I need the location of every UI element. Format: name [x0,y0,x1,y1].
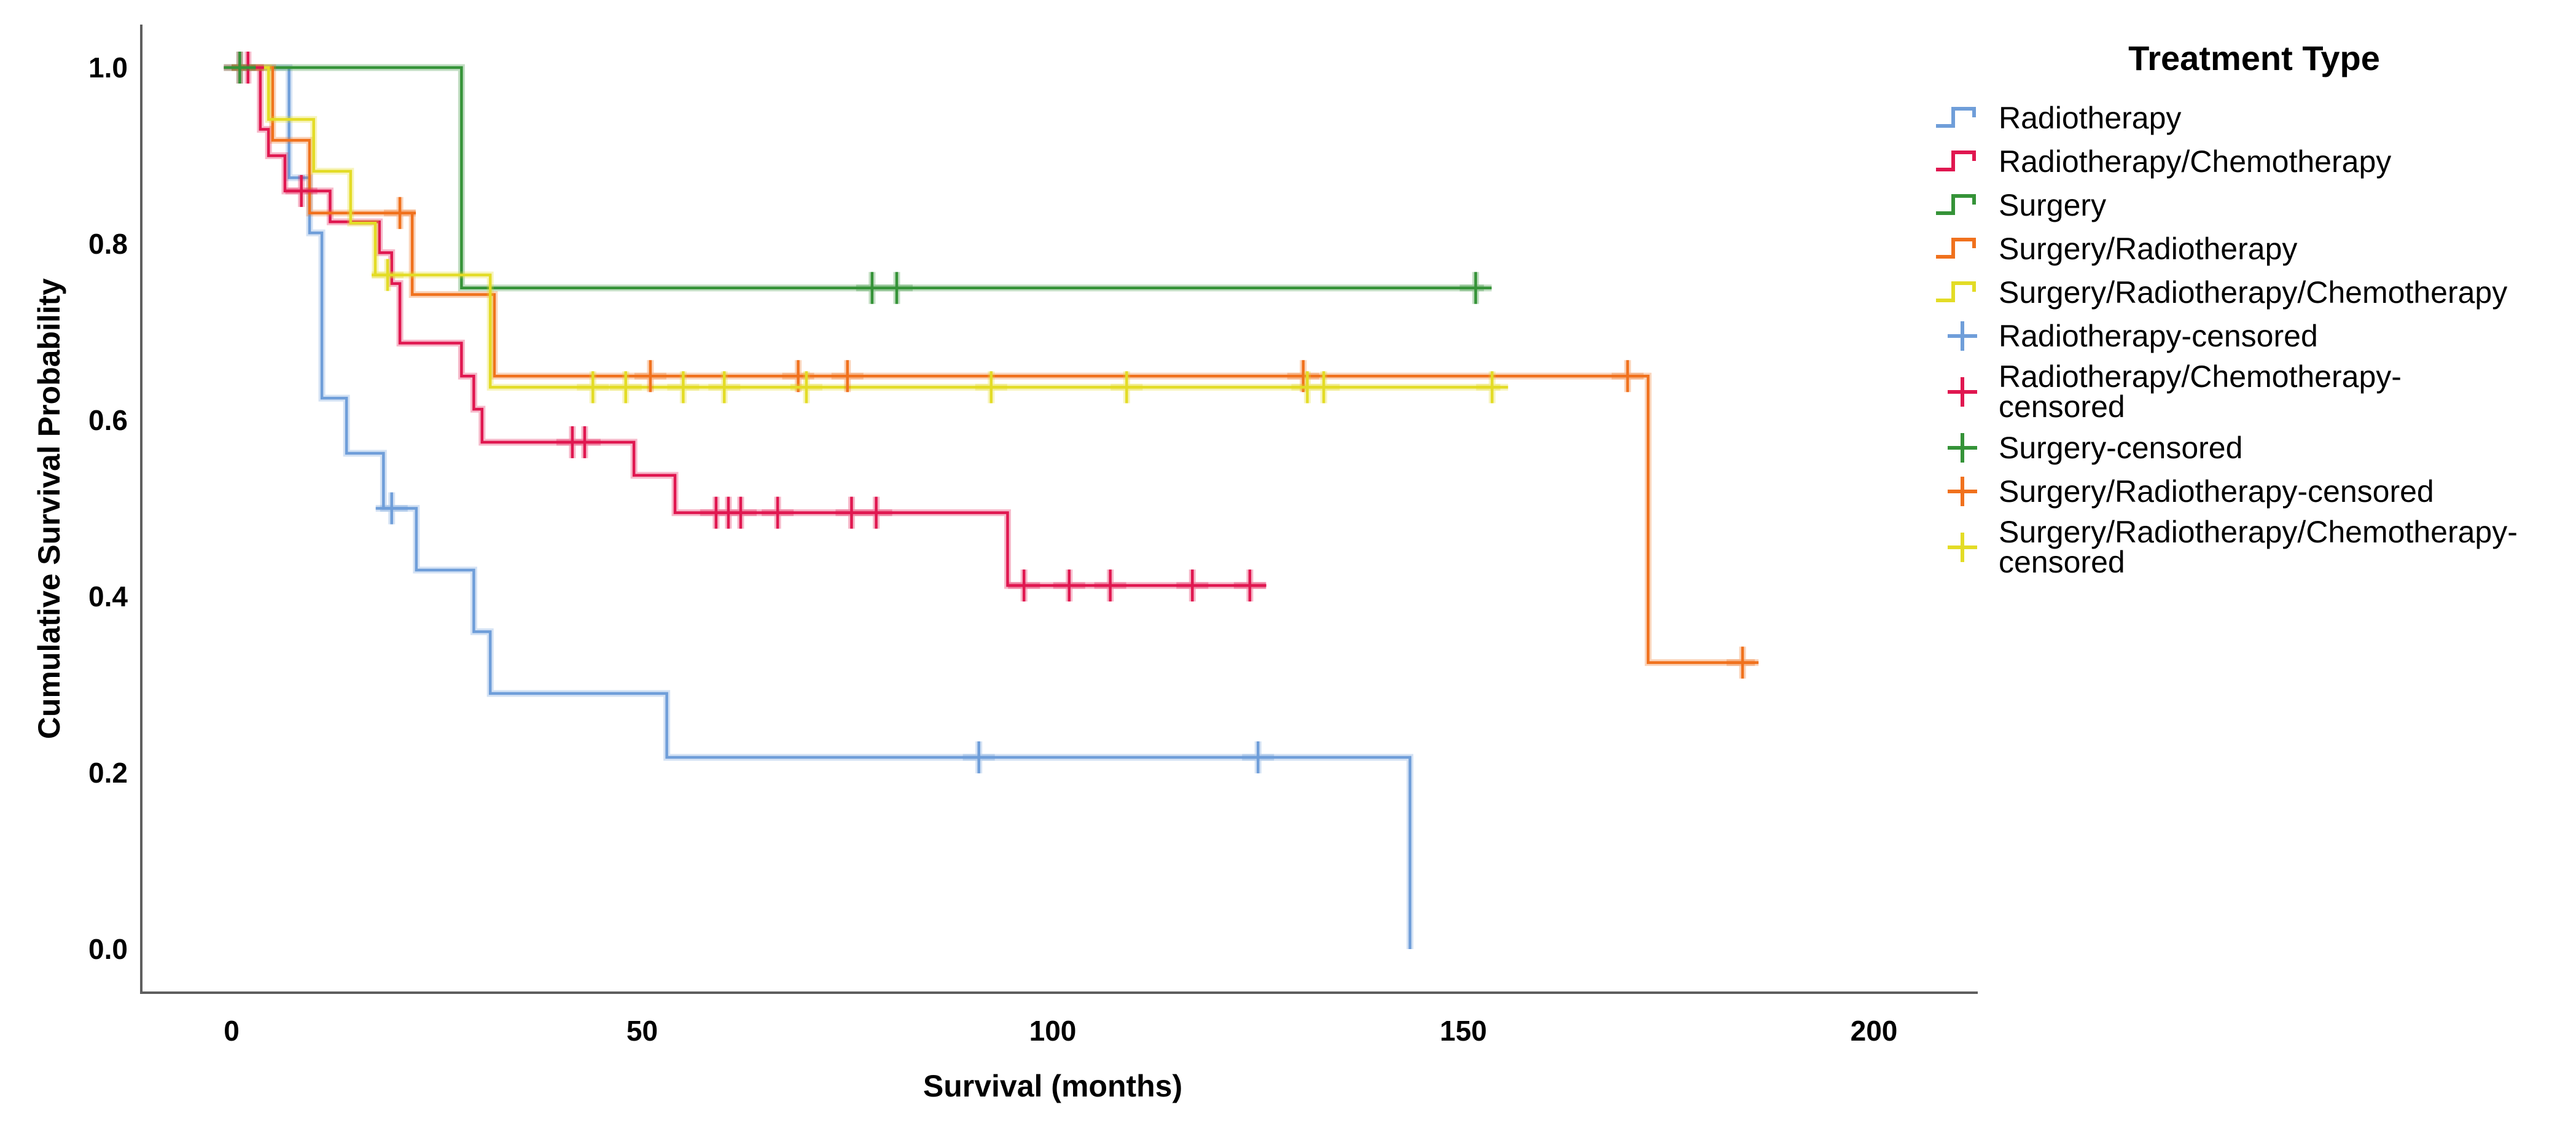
legend-censored-plus-icon [1948,533,1977,562]
legend-item-label: Surgery/Radiotherapy/Chemotherapy [1999,275,2508,310]
legend-title: Treatment Type [2128,39,2380,77]
series-surgery-radiotherapy-chemotherapy [232,64,1501,391]
legend-censored-plus-icon [1948,433,1977,463]
censor-marks-surgery-radiotherapy-chemotherapy [372,259,1509,404]
y-tick-label: 0.2 [88,757,128,789]
series-line [232,66,1411,949]
legend-step-line-icon [1936,151,1976,171]
legend-item-label: Surgery-censored [1999,430,2243,465]
series-surgery [232,64,1484,292]
series-line [232,66,1484,289]
legend-item-label: Radiotherapy-censored [1999,318,2318,353]
x-axis-title: Survival (months) [923,1069,1183,1103]
legend-step-line-icon [1936,281,1976,302]
legend-item: Radiotherapy/Chemotherapy-censored [1935,359,2574,424]
legend-step-line-icon [1936,238,1976,259]
censor-marks-surgery [224,52,1492,304]
legend-step-line-icon [1936,194,1976,215]
legend-step-line-icon [1936,107,1976,128]
legend-item: Surgery/Radiotherapy/Chemotherapy-censor… [1935,517,2574,577]
legend: Treatment Type Radiotherapy Radiotherapy/… [1935,38,2574,585]
legend-item-label: Radiotherapy [1999,100,2182,135]
legend-item: Radiotherapy [1935,100,2574,136]
legend-item: Surgery/Radiotherapy-censored [1935,474,2574,509]
censor-plus-halo [224,52,1266,602]
censor-plus-halo [384,197,1759,679]
series-halo [232,64,1501,391]
censor-plus-icon [224,52,1492,304]
x-tick-label: 50 [626,1015,658,1047]
legend-items: Radiotherapy Radiotherapy/Chemotherapy Sur… [1935,100,2574,585]
censor-marks-radiotherapy [375,492,1274,773]
y-tick-label: 0.0 [88,933,128,965]
x-tick-label: 150 [1440,1015,1487,1047]
legend-item-label: Radiotherapy/Chemotherapy-censored [1999,359,2402,424]
x-tick-label: 200 [1851,1015,1898,1047]
legend-item-label: Radiotherapy/Chemotherapy [1999,144,2392,179]
x-tick-label: 100 [1029,1015,1077,1047]
series-halo [232,64,1484,292]
legend-item: Surgery/Radiotherapy/Chemotherapy [1935,275,2574,310]
series-radiotherapy-chemotherapy [232,64,1267,589]
y-tick-label: 1.0 [88,52,128,84]
censor-plus-halo [372,259,1509,404]
x-tick-label: 0 [224,1015,240,1047]
series-radiotherapy [232,64,1414,949]
legend-item-label: Surgery/Radiotherapy [1999,231,2298,266]
censor-marks-radiotherapy-chemotherapy [224,52,1266,602]
censor-plus-halo [375,492,1274,773]
legend-item: Surgery-censored [1935,430,2574,466]
legend-censored-plus-icon [1948,477,1977,506]
censor-plus-icon [384,197,1759,679]
legend-item-label: Surgery [1999,187,2107,222]
legend-censored-plus-icon [1948,321,1977,351]
legend-item-label: Surgery/Radiotherapy/Chemotherapy-censor… [1999,515,2518,579]
legend-item: Surgery [1935,187,2574,223]
censor-plus-icon [375,492,1274,773]
series-line [232,66,1501,389]
legend-item: Surgery/Radiotherapy [1935,231,2574,267]
legend-item: Radiotherapy/Chemotherapy [1935,144,2574,179]
y-tick-label: 0.8 [88,228,128,260]
legend-censored-plus-icon [1948,377,1977,407]
series-line [232,66,1755,664]
y-axis-title: Cumulative Survival Probability [32,278,66,740]
censor-plus-icon [224,52,1266,602]
legend-item-label: Surgery/Radiotherapy-censored [1999,474,2434,509]
y-tick-label: 0.4 [88,581,128,612]
legend-item: Radiotherapy-censored [1935,318,2574,354]
y-tick-label: 0.6 [88,404,128,436]
censor-marks-surgery-radiotherapy [384,197,1759,679]
series-line [232,66,1267,587]
series-surgery-radiotherapy [232,64,1755,667]
censor-plus-icon [372,259,1509,404]
